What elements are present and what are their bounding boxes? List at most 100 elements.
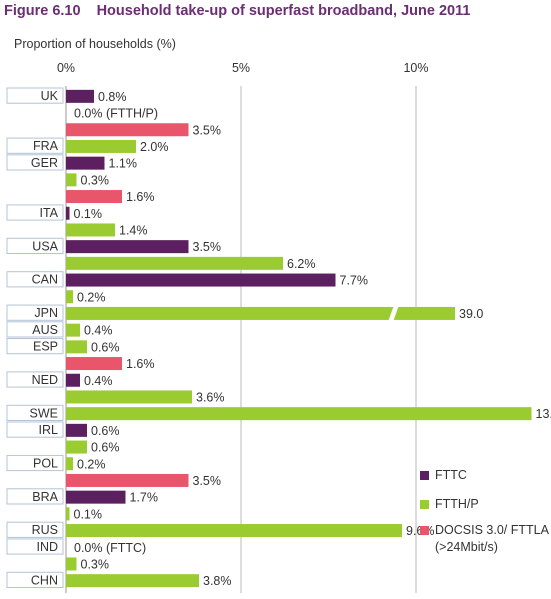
data-label: 0.1% <box>74 507 103 521</box>
bar-fttc <box>66 89 94 103</box>
country-label: NED <box>32 373 58 387</box>
legend-label-ftth: FTTH/P <box>435 497 479 511</box>
data-label: 1.6% <box>126 190 155 204</box>
figure-number: Figure 6.10 <box>4 3 81 19</box>
x-tick-label: 10% <box>403 61 428 75</box>
country-label: GER <box>31 156 58 170</box>
country-label: IRL <box>39 423 59 437</box>
data-label: 0.4% <box>84 374 113 388</box>
country-label-box <box>6 304 64 321</box>
bar-fttc <box>66 273 336 287</box>
legend-label-fttc: FTTC <box>435 468 467 482</box>
bar-ftth <box>66 290 73 304</box>
country-label-box <box>6 338 64 355</box>
bar-ftth <box>66 223 115 237</box>
bar-ftth <box>66 139 136 153</box>
data-label: 0.1% <box>74 207 103 221</box>
country-label-box <box>6 404 64 421</box>
axis-break-mark <box>388 304 399 322</box>
data-label: 0.2% <box>77 457 106 471</box>
data-label: 3.8% <box>203 574 232 588</box>
bar-docsis <box>66 357 122 371</box>
country-label-box <box>6 371 64 388</box>
bar-ftth <box>66 256 283 270</box>
bar-ftth <box>66 440 87 454</box>
country-label-box <box>6 571 64 588</box>
data-label: 3.5% <box>193 123 222 137</box>
data-label: 0.2% <box>77 290 106 304</box>
data-label: 13.3% <box>536 407 551 421</box>
data-label: 1.4% <box>119 223 148 237</box>
bar-fttc <box>66 206 70 220</box>
country-label: POL <box>33 456 58 470</box>
legend-label-docsis: DOCSIS 3.0/ FTTLA (>24Mbit/s) <box>435 523 549 554</box>
country-label-box <box>6 538 64 555</box>
country-label: RUS <box>32 523 58 537</box>
country-label-box <box>6 271 64 288</box>
country-label: SWE <box>30 406 58 420</box>
data-label: 2.0% <box>140 140 169 154</box>
bar-ftth <box>66 574 199 588</box>
x-tick-label: 0% <box>57 61 75 75</box>
bar-ftth <box>66 323 80 337</box>
country-label: AUS <box>32 323 58 337</box>
legend-swatch-docsis <box>420 526 429 535</box>
data-label: 6.2% <box>287 257 316 271</box>
bar-fttc <box>66 490 126 504</box>
country-label: ITA <box>39 206 58 220</box>
legend-swatch-ftth <box>420 500 429 509</box>
bar-ftth <box>66 306 455 320</box>
country-label: IND <box>36 540 58 554</box>
data-label: 39.0 <box>459 307 483 321</box>
country-label-box <box>6 454 64 472</box>
bar-docsis <box>66 473 189 487</box>
country-label: USA <box>32 239 58 253</box>
country-label-box <box>6 154 64 171</box>
country-label: CHN <box>31 573 58 587</box>
data-label: 0.8% <box>98 90 127 104</box>
bar-fttc <box>66 240 189 254</box>
country-label-box <box>6 488 64 505</box>
data-label: 1.6% <box>126 357 155 371</box>
data-label: 0.4% <box>84 324 113 338</box>
bar-ftth <box>66 507 70 521</box>
bar-ftth <box>66 557 77 571</box>
data-label: 3.5% <box>193 240 222 254</box>
country-label-box <box>6 321 64 338</box>
bar-fttc <box>66 373 80 387</box>
bar-fttc <box>66 423 87 437</box>
country-label: JPN <box>34 306 58 320</box>
bar-docsis <box>66 123 189 137</box>
country-label-box <box>6 521 64 538</box>
data-label: 0.6% <box>91 424 120 438</box>
data-label: 3.6% <box>196 390 225 404</box>
bar-ftth <box>66 524 402 538</box>
country-label-box <box>6 237 64 255</box>
data-label: 3.5% <box>193 474 222 488</box>
data-label: 0.6% <box>91 441 120 455</box>
country-label-box <box>6 204 64 221</box>
country-label: ESP <box>33 340 58 354</box>
data-label: 0.6% <box>91 340 120 354</box>
country-label: UK <box>41 89 59 103</box>
bar-ftth <box>66 390 192 404</box>
data-label: 0.0% (FTTC) <box>74 541 146 555</box>
data-label: 7.7% <box>340 274 369 288</box>
bar-fttc <box>66 156 105 170</box>
country-label: FRA <box>33 139 59 153</box>
country-label-box <box>6 421 64 438</box>
country-label: CAN <box>32 273 58 287</box>
bar-ftth <box>66 457 73 471</box>
bar-ftth <box>66 173 77 187</box>
x-tick-label: 5% <box>232 61 250 75</box>
data-label: 0.3% <box>81 173 110 187</box>
axis-label: Proportion of households (%) <box>14 37 176 51</box>
data-label: 0.3% <box>81 557 110 571</box>
data-label: 0.0% (FTTH/P) <box>74 107 158 121</box>
bar-ftth <box>66 340 87 354</box>
figure-title: Figure 6.10 Household take-up of superfas… <box>4 3 470 19</box>
bar-ftth <box>66 407 532 421</box>
country-label-box <box>6 137 64 154</box>
figure-title-text: Household take-up of superfast broadband… <box>96 3 471 19</box>
